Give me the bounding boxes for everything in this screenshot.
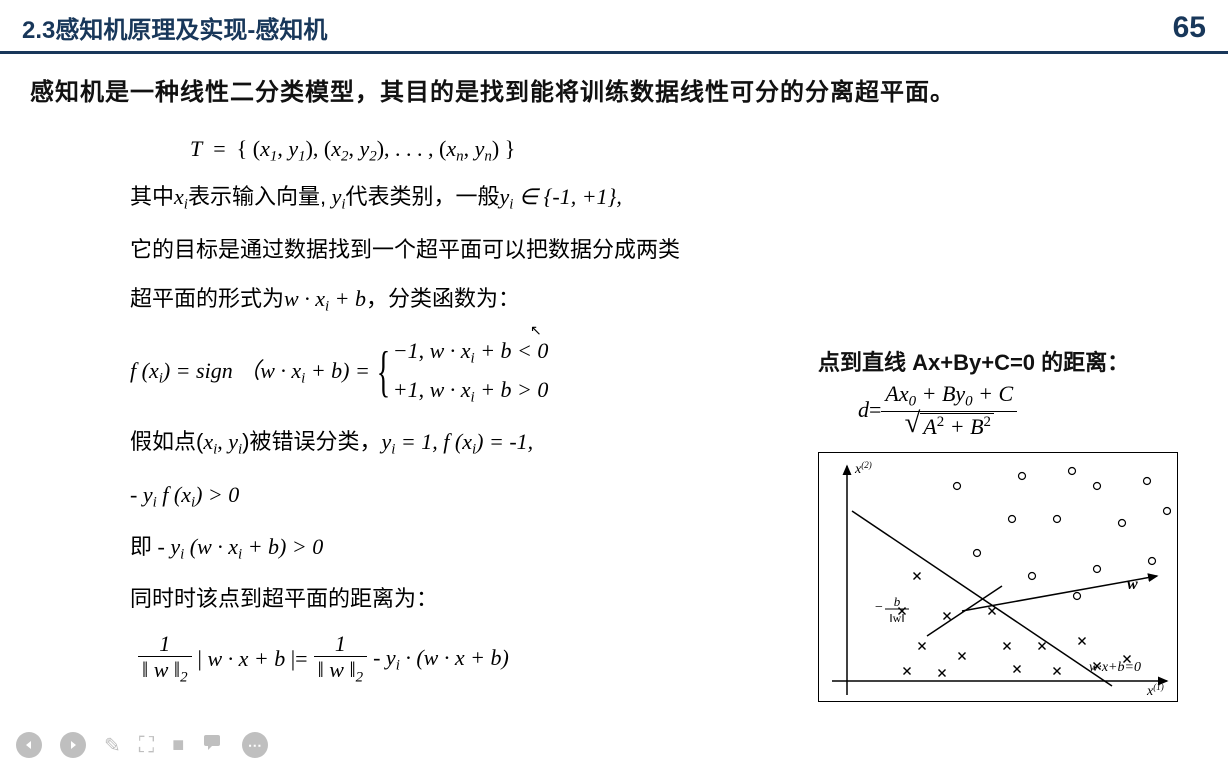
- x-axis-label: x(1): [1146, 682, 1164, 695]
- slide-header: 2.3感知机原理及实现-感知机 65: [0, 0, 1228, 54]
- focus-icon[interactable]: ⛶: [139, 732, 154, 758]
- mouse-cursor-icon: ↖: [530, 322, 542, 339]
- perceptron-diagram: x(2) x(1) w w·x+b=0 − b ‖w‖: [818, 452, 1178, 702]
- page-number: 65: [1173, 11, 1206, 45]
- training-set-eq: T = { (x1, y1), (x2, y2), . . . , (xn, y…: [190, 131, 794, 169]
- distance-formula-title: 点到直线 Ax+By+C=0 的距离：: [818, 345, 1198, 377]
- chat-icon[interactable]: [202, 732, 224, 758]
- distance-text: 同时时该点到超平面的距离为：: [130, 581, 794, 616]
- right-column: 点到直线 Ax+By+C=0 的距离： d = Ax0 + By0 + C √A…: [818, 131, 1198, 702]
- pen-icon[interactable]: ✎: [104, 733, 121, 758]
- point-line-distance-eq: d = Ax0 + By0 + C √A2 + B2: [858, 381, 1198, 440]
- svg-text:−: −: [875, 600, 883, 615]
- misclass-text: 假如点(xi, yi)被错误分类，yi = 1, f (xi) = -1,: [130, 424, 794, 462]
- ie-condition: 即 - yi (w · xi + b) > 0: [130, 529, 794, 567]
- slide-content: 感知机是一种线性二分类模型，其目的是找到能将训练数据线性可分的分离超平面。 T …: [0, 54, 1228, 702]
- more-icon[interactable]: ⋯: [242, 732, 268, 758]
- hyperplane-text: 超平面的形式为w · xi + b，分类函数为：: [130, 281, 794, 319]
- play-icon[interactable]: [60, 732, 86, 758]
- left-column: T = { (x1, y1), (x2, y2), . . . , (xn, y…: [30, 131, 794, 702]
- camera-icon[interactable]: ■: [172, 734, 184, 757]
- svg-text:b: b: [894, 594, 901, 609]
- player-toolbar: ✎ ⛶ ■ ⋯: [0, 722, 284, 768]
- prev-icon[interactable]: [16, 732, 42, 758]
- distance-eq: 1‖ w ‖2 | w · x + b |= 1‖ w ‖2 - yi · (w…: [130, 631, 794, 687]
- intro-text: 感知机是一种线性二分类模型，其目的是找到能将训练数据线性可分的分离超平面。: [30, 72, 1198, 107]
- slide-title: 2.3感知机原理及实现-感知机: [22, 10, 327, 45]
- var-description: 其中xi表示输入向量, yi代表类别，一般yi ∈ {-1, +1},: [130, 179, 794, 217]
- svg-text:‖w‖: ‖w‖: [889, 611, 904, 625]
- goal-text: 它的目标是通过数据找到一个超平面可以把数据分成两类: [130, 232, 794, 267]
- sign-function-eq: f (xi) = sign （w · xi + b) = { −1, w · x…: [130, 333, 794, 410]
- line-eq-label: w·x+b=0: [1089, 660, 1141, 675]
- y-axis-label: x(2): [854, 461, 872, 477]
- neg-condition: - yi f (xi) > 0: [130, 477, 794, 515]
- w-label: w: [1127, 576, 1138, 593]
